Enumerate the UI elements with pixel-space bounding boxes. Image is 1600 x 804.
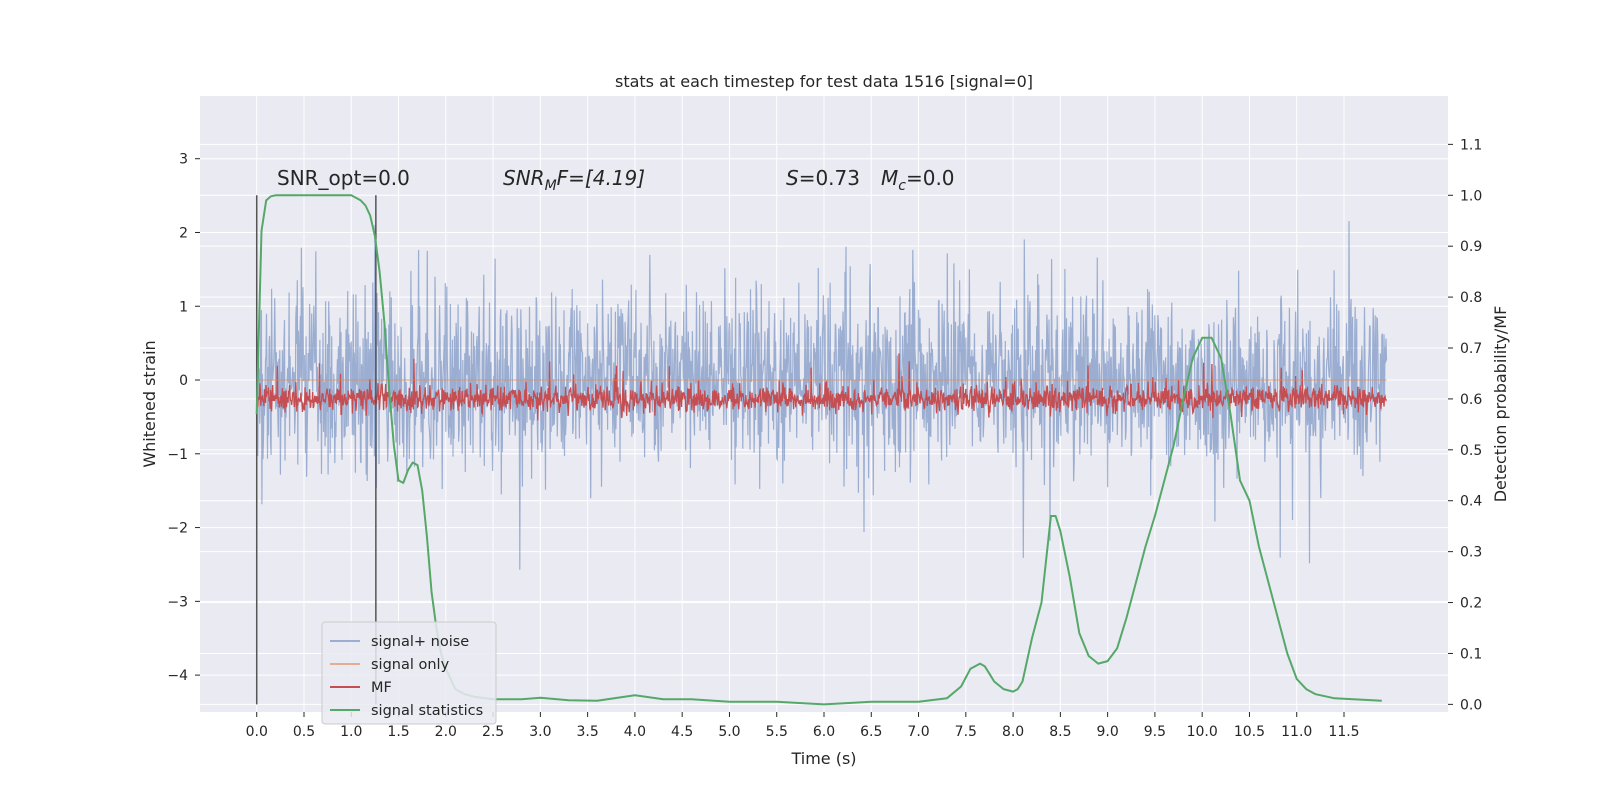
x-tick-label: 0.0 <box>246 724 268 740</box>
s-value: =0.73 <box>799 166 860 190</box>
x-axis-label: Time (s) <box>790 749 856 768</box>
x-tick-label: 3.5 <box>577 724 599 740</box>
x-tick-label: 10.0 <box>1187 724 1218 740</box>
signal-statistics-line <box>255 194 1382 706</box>
x-tick-label: 1.0 <box>340 724 362 740</box>
x-tick-label: 5.0 <box>718 724 740 740</box>
legend-box <box>321 621 497 725</box>
x-tick-label: 9.0 <box>1097 724 1119 740</box>
marker-lines <box>255 195 377 705</box>
chart-title: stats at each timestep for test data 151… <box>615 72 1033 91</box>
snr-mf-tail: F=[4.19] <box>557 166 645 190</box>
y-axis-ticks: 3 2 1 0 −1 −2 −3 −4 <box>167 152 200 684</box>
annotation-snr-mf: SNRMF=[4.19] <box>503 166 645 194</box>
x-tick-label: 11.5 <box>1328 724 1359 740</box>
x-tick-label: 3.0 <box>529 724 551 740</box>
annotation-snr-opt: SNR_opt=0.0 <box>277 166 410 190</box>
snr-mf-subscript: M <box>545 178 557 194</box>
mc-symbol: M <box>881 166 898 190</box>
x-tick-label: 1.5 <box>387 724 409 740</box>
s-symbol: S <box>786 166 799 190</box>
annotation-s: S=0.73 <box>786 166 860 190</box>
x-tick-label: 7.0 <box>907 724 929 740</box>
y-tick-label: −1 <box>167 447 188 463</box>
y-tick-label: 3 <box>179 152 188 168</box>
y2-tick-label: 0.7 <box>1460 341 1482 357</box>
x-tick-label: 5.5 <box>766 724 788 740</box>
y2-tick-label: 0.9 <box>1460 239 1482 255</box>
x-tick-label: 8.0 <box>1002 724 1024 740</box>
y-tick-label: −4 <box>167 668 188 684</box>
legend-label-signal-only: signal only <box>371 657 450 673</box>
mc-subscript: c <box>898 178 906 194</box>
y2-axis-ticks: 1.1 1.0 0.9 0.8 0.7 0.6 0.5 0.4 0.3 0.2 0.1 0.0 <box>1448 137 1482 713</box>
mf-series <box>256 353 1388 421</box>
legend-label-signal-plus-noise: signal+ noise <box>371 634 469 650</box>
x-tick-label: 8.5 <box>1049 724 1071 740</box>
x-tick-label: 10.5 <box>1234 724 1265 740</box>
y2-tick-label: 0.4 <box>1460 494 1482 510</box>
x-tick-label: 2.0 <box>435 724 457 740</box>
x-tick-label: 9.5 <box>1144 724 1166 740</box>
legend: signal+ noise signal only MF signal stat… <box>321 621 497 725</box>
legend-label-mf: MF <box>371 680 392 696</box>
mc-value: =0.0 <box>906 166 955 190</box>
x-tick-label: 6.5 <box>860 724 882 740</box>
y2-tick-label: 0.2 <box>1460 596 1482 612</box>
snr-mf-symbol: SNR <box>503 166 545 190</box>
signal-statistics-series <box>255 194 1382 706</box>
x-tick-label: 2.5 <box>482 724 504 740</box>
y2-tick-label: 0.0 <box>1460 697 1482 713</box>
mf-line <box>256 353 1388 421</box>
x-tick-label: 4.0 <box>624 724 646 740</box>
y2-tick-label: 0.5 <box>1460 443 1482 459</box>
y-tick-label: −3 <box>167 594 188 610</box>
y2-axis-label: Detection probability/MF <box>1491 306 1510 503</box>
x-tick-label: 7.5 <box>955 724 977 740</box>
y2-tick-label: 0.6 <box>1460 392 1482 408</box>
y2-tick-label: 1.0 <box>1460 188 1482 204</box>
x-tick-label: 11.0 <box>1281 724 1312 740</box>
y2-tick-label: 1.1 <box>1460 137 1482 153</box>
y2-tick-label: 0.8 <box>1460 290 1482 306</box>
x-tick-label: 6.0 <box>813 724 835 740</box>
y-tick-label: 1 <box>179 299 188 315</box>
y-tick-label: −2 <box>167 521 188 537</box>
y-tick-label: 0 <box>179 373 188 389</box>
x-tick-label: 0.5 <box>293 724 315 740</box>
y-tick-label: 2 <box>179 225 188 241</box>
x-tick-label: 4.5 <box>671 724 693 740</box>
x-axis-ticks: 0.0 0.5 1.0 1.5 2.0 2.5 3.0 3.5 4.0 4.5 5.0 5.5 6.0 6… <box>246 712 1360 740</box>
y2-tick-label: 0.1 <box>1460 646 1482 662</box>
y2-tick-label: 0.3 <box>1460 545 1482 561</box>
y-axis-label: Whitened strain <box>140 340 159 467</box>
legend-label-signal-statistics: signal statistics <box>371 703 483 719</box>
annotation-mc: Mc=0.0 <box>881 166 955 194</box>
